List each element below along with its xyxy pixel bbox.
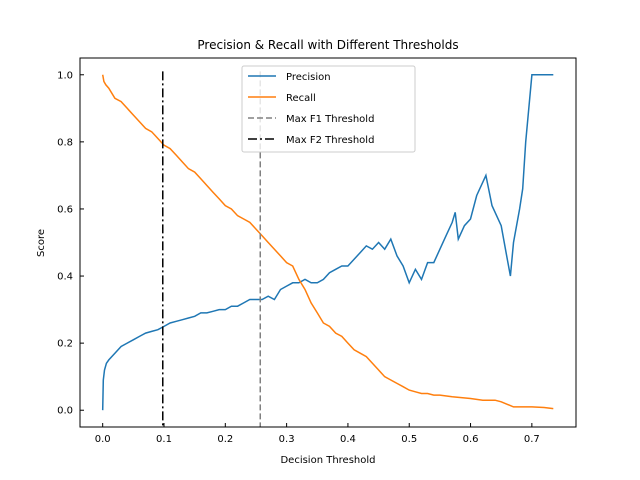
x-tick-label: 0.3 (279, 434, 295, 445)
legend-label: Precision (286, 72, 331, 83)
x-tick-label: 0.7 (524, 434, 540, 445)
axes-frame (79, 57, 577, 428)
x-tick-label: 0.6 (463, 434, 479, 445)
x-axis-label: Decision Threshold (280, 455, 375, 466)
legend: Precision Recall Max F1 Threshold Max F2 Th… (241, 65, 416, 153)
legend-box (241, 65, 416, 153)
y-tick-label: 0.6 (57, 204, 73, 215)
y-tick-label: 0.4 (57, 272, 73, 283)
y-tick-label: 0.8 (57, 137, 73, 148)
series-line-recall (101, 74, 554, 410)
x-tick-label: 0.1 (156, 434, 172, 445)
y-axis-label: Score (36, 229, 47, 257)
chart-title: Precision & Recall with Different Thresh… (197, 38, 458, 52)
y-axis-ticks: 0.0 0.2 0.4 0.6 0.8 1.0 (57, 70, 84, 417)
legend-label: Max F1 Threshold (286, 114, 374, 125)
x-tick-label: 0.0 (95, 434, 111, 445)
series-line-precision (101, 74, 554, 411)
y-tick-label: 1.0 (57, 70, 73, 81)
legend-label: Recall (286, 93, 316, 104)
x-axis-ticks: 0.0 0.1 0.2 0.3 0.4 0.5 0.6 0.7 (95, 423, 540, 445)
x-tick-label: 0.4 (340, 434, 356, 445)
y-tick-label: 0.0 (57, 406, 73, 417)
legend-label: Max F2 Threshold (286, 135, 374, 146)
x-tick-label: 0.5 (401, 434, 417, 445)
y-tick-label: 0.2 (57, 339, 73, 350)
x-tick-label: 0.2 (217, 434, 233, 445)
